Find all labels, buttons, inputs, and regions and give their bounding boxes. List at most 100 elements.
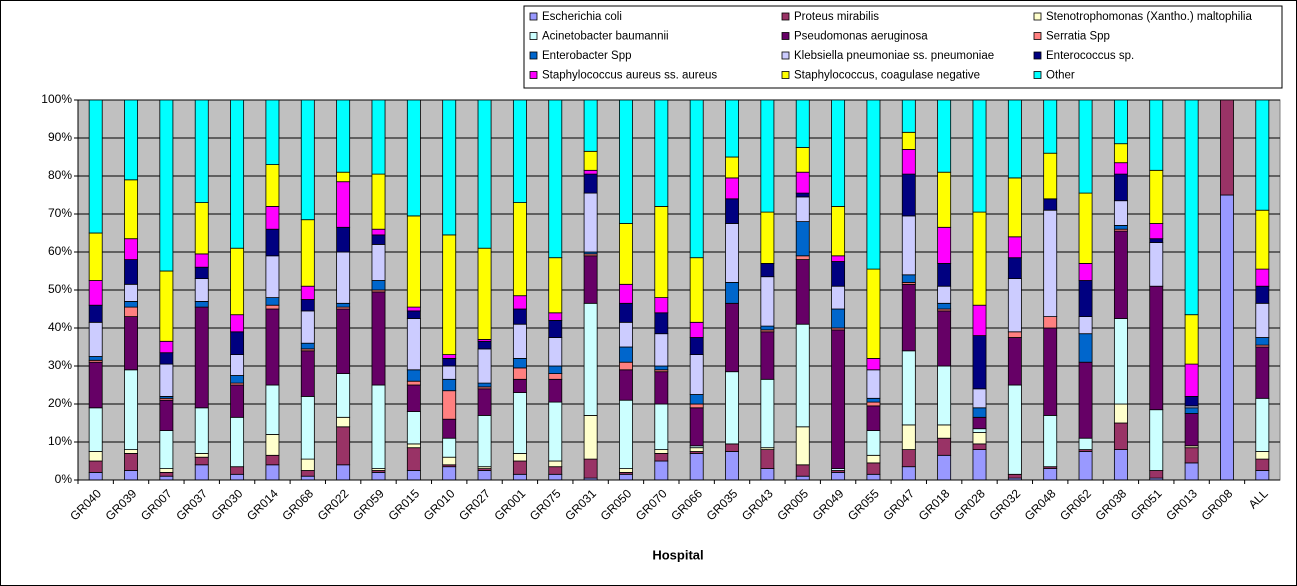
bar-segment [406, 306, 421, 312]
bar-segment [548, 337, 563, 367]
bar-segment [831, 329, 846, 469]
bar-segment [230, 416, 245, 468]
bar-segment [901, 424, 916, 450]
bar-segment [1078, 192, 1093, 264]
bar-segment [654, 205, 669, 298]
bar-segment [619, 223, 633, 285]
legend-label: Escherichia coli [542, 11, 622, 23]
y-tick-label: 60% [48, 244, 72, 258]
bar-segment [725, 281, 739, 304]
bar-segment [972, 449, 987, 481]
bar-segment [512, 99, 527, 203]
bar-segment [1007, 236, 1022, 259]
bar-segment [477, 99, 492, 249]
bar-segment [583, 173, 598, 194]
bar-segment [88, 321, 103, 357]
bar-segment [230, 466, 245, 475]
bar-segment [619, 321, 633, 348]
legend-swatch [1033, 12, 1042, 21]
bar-segment [1078, 316, 1093, 335]
bar-segment [88, 471, 103, 481]
bar-segment [901, 131, 916, 150]
bar-segment [300, 299, 315, 312]
bar-segment [1007, 337, 1022, 386]
bar-segment [795, 464, 810, 477]
bar-segment [1043, 468, 1058, 481]
bar-segment [619, 302, 633, 323]
bar-segment [831, 255, 846, 262]
bar-segment [265, 433, 280, 456]
bar-segment [371, 471, 386, 481]
bar-segment [654, 452, 669, 462]
bar-segment [901, 283, 916, 352]
bar-segment [760, 276, 775, 327]
y-tick-label: 90% [48, 130, 72, 144]
bar-segment [866, 473, 881, 481]
bar-segment [548, 365, 563, 374]
bar-segment [795, 192, 810, 198]
bar-segment [1184, 447, 1199, 464]
bar-segment [406, 470, 421, 481]
bar-segment [583, 414, 598, 460]
bar-segment [1007, 384, 1022, 475]
bar-segment [548, 373, 563, 380]
bar-segment [512, 202, 527, 297]
bar-segment [477, 470, 492, 481]
bar-segment [406, 384, 421, 413]
bar-segment [1078, 99, 1093, 194]
bar-segment [654, 312, 669, 335]
bar-segment [336, 426, 351, 466]
bar-segment [124, 306, 138, 318]
bar-segment [1255, 458, 1270, 471]
bar-segment [194, 464, 209, 481]
bar-segment [1149, 285, 1164, 411]
bar-segment [972, 99, 987, 213]
bar-segment [265, 304, 280, 310]
bar-segment [406, 215, 421, 308]
bar-segment [300, 285, 315, 300]
bar-segment [1255, 470, 1270, 481]
bar-segment [619, 473, 633, 481]
bar-segment [548, 401, 563, 462]
bar-segment [689, 337, 704, 356]
bar-segment [795, 475, 810, 481]
bar-segment [972, 211, 987, 306]
bar-segment [583, 192, 598, 253]
bar-segment [901, 466, 916, 481]
bar-segment [230, 375, 245, 384]
bar-segment [442, 466, 457, 481]
bar-segment [901, 449, 916, 468]
bar-segment [124, 369, 138, 450]
bar-segment [1184, 407, 1199, 414]
bar-segment [689, 403, 704, 409]
bar-segment [689, 354, 704, 395]
bar-segment [1113, 200, 1128, 226]
bar-segment [124, 283, 138, 302]
bar-segment [1113, 449, 1128, 481]
legend-swatch [781, 12, 790, 21]
bar-segment [159, 399, 174, 432]
bar-segment [1113, 224, 1128, 230]
bar-segment [1184, 99, 1199, 316]
bar-segment [336, 99, 351, 173]
bar-segment [1149, 238, 1164, 243]
bar-segment [689, 99, 704, 259]
bar-segment [972, 432, 987, 445]
bar-segment [406, 447, 421, 471]
bar-segment [760, 262, 775, 278]
bar-segment [1007, 257, 1022, 280]
y-tick-label: 80% [48, 168, 72, 182]
bar-segment [654, 365, 669, 371]
bar-segment [371, 173, 386, 230]
bar-segment [548, 473, 563, 481]
bar-segment [689, 447, 704, 452]
bar-segment [619, 361, 633, 371]
bar-segment [831, 285, 846, 310]
bar-segment [1043, 152, 1058, 200]
bar-segment [619, 346, 633, 363]
bar-segment [300, 475, 315, 481]
bar-segment [371, 384, 386, 469]
bar-segment [619, 283, 633, 304]
legend-label: Pseudomonas aeruginosa [794, 31, 928, 43]
bar-segment [1007, 177, 1022, 238]
